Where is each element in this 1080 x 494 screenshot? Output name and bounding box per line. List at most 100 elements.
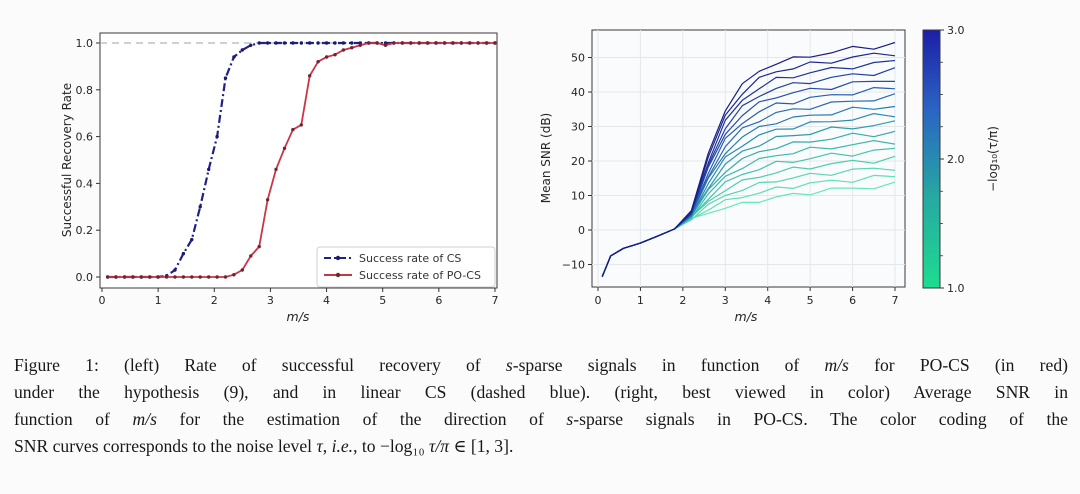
- y-tick-label: 0.4: [76, 177, 94, 190]
- series-marker: [409, 41, 413, 45]
- series-marker: [223, 76, 228, 80]
- series-marker: [316, 41, 320, 45]
- series-marker: [223, 275, 228, 279]
- caption-line: Figure 1: (left) Rate of successful reco…: [14, 355, 1068, 375]
- series-marker: [232, 55, 236, 59]
- series-marker: [156, 275, 160, 279]
- legend-box: [316, 246, 496, 288]
- series-marker: [324, 41, 329, 45]
- x-tick-label: 7: [892, 294, 899, 307]
- series-marker: [240, 48, 244, 52]
- x-tick-label: 4: [323, 294, 330, 307]
- x-tick-label: 1: [637, 294, 644, 307]
- figure-plots: 0 1 2 3 4 5 6 7 0.0 0.2 0.4 0.6 0.8 1.0 m/s Successful …: [60, 24, 1000, 324]
- x-tick-label: 2: [211, 294, 218, 307]
- series-marker: [198, 275, 202, 279]
- x-tick-label: 0: [595, 294, 602, 307]
- series-marker: [425, 41, 430, 45]
- series-marker: [291, 127, 295, 132]
- series-marker: [476, 41, 480, 45]
- series-marker: [333, 41, 337, 45]
- x-tick-label: 0: [99, 294, 106, 307]
- caption-line: under the hypothesis (9), and in linear …: [14, 382, 1068, 402]
- series-marker: [105, 275, 110, 279]
- series-marker: [257, 244, 261, 249]
- colorbar: 1.0 2.0 3.0 −log₁₀(τ/π): [922, 24, 1000, 295]
- y-tick-label: 10: [571, 190, 585, 203]
- series-marker: [274, 41, 278, 45]
- series-marker: [299, 41, 303, 45]
- series-marker: [383, 43, 388, 47]
- x-tick-label: 5: [807, 294, 814, 307]
- series-marker: [190, 237, 194, 242]
- series-marker: [308, 74, 312, 78]
- x-tick-label: 4: [764, 294, 771, 307]
- series-marker: [350, 46, 354, 50]
- series-marker: [274, 167, 278, 172]
- series-marker: [299, 123, 303, 127]
- x-tick-label: 3: [722, 294, 729, 307]
- series-marker: [341, 48, 346, 52]
- series-marker: [207, 275, 211, 279]
- series-marker: [164, 275, 169, 279]
- series-marker: [400, 41, 404, 45]
- series-marker: [173, 268, 177, 272]
- colorbar-gradient: [922, 29, 941, 289]
- series-marker: [249, 254, 253, 258]
- series-marker: [358, 43, 362, 47]
- series-marker: [265, 198, 270, 202]
- series-marker: [148, 275, 152, 279]
- series-marker: [451, 41, 455, 45]
- series-marker: [257, 41, 261, 45]
- right-plot-frame: [591, 29, 906, 288]
- left-y-axis-label: Successful Recovery Rate: [60, 83, 74, 237]
- x-tick-label: 5: [379, 294, 386, 307]
- series-marker: [173, 275, 177, 279]
- series-marker: [282, 41, 287, 45]
- y-tick-label: 0.2: [76, 224, 94, 237]
- series-marker: [417, 41, 421, 45]
- series-marker: [122, 275, 127, 279]
- y-tick-label: 0.8: [76, 84, 94, 97]
- caption-line: SNR curves corresponds to the noise leve…: [14, 436, 514, 456]
- series-marker: [215, 134, 219, 139]
- series-marker: [215, 275, 219, 279]
- series-marker: [232, 273, 236, 277]
- y-tick-label: 1.0: [76, 37, 94, 50]
- x-tick-label: 6: [849, 294, 856, 307]
- legend-glyph-marker: [335, 255, 341, 261]
- colorbar-tick-label: 3.0: [947, 24, 965, 37]
- colorbar-axis-label: −log₁₀(τ/π): [986, 126, 1000, 192]
- legend: Success rate of CS Success rate of PO-CS: [316, 246, 496, 288]
- series-marker: [484, 41, 489, 45]
- legend-label: Success rate of CS: [359, 252, 461, 265]
- series-marker: [493, 41, 497, 45]
- series-marker: [282, 146, 287, 150]
- series-marker: [207, 167, 211, 172]
- series-marker: [265, 41, 270, 45]
- series-marker: [341, 41, 346, 45]
- colorbar-tick-label: 2.0: [947, 153, 965, 166]
- series-marker: [434, 41, 438, 45]
- series-marker: [114, 275, 118, 279]
- right-y-axis-label: Mean SNR (dB): [539, 113, 553, 203]
- caption-line: function of m/s for the estimation of th…: [14, 409, 1068, 429]
- series-marker: [375, 41, 379, 45]
- y-tick-label: 0.0: [76, 271, 94, 284]
- y-tick-label: 20: [571, 155, 585, 168]
- series-marker: [190, 275, 194, 279]
- right-x-axis-label: m/s: [735, 309, 758, 324]
- figure-caption: Figure 1: (left) Rate of successful reco…: [14, 352, 1068, 460]
- series-marker: [291, 41, 295, 45]
- y-tick-label: 0: [578, 224, 585, 237]
- y-tick-label: 30: [571, 121, 585, 134]
- y-tick-label: 40: [571, 86, 585, 99]
- series-marker: [392, 41, 396, 45]
- series-marker: [316, 60, 320, 64]
- snr-curve: [601, 41, 896, 277]
- series-marker: [459, 41, 463, 45]
- legend-glyph-marker: [335, 272, 341, 278]
- y-tick-label: 50: [571, 52, 585, 65]
- legend-label: Success rate of PO-CS: [359, 269, 481, 282]
